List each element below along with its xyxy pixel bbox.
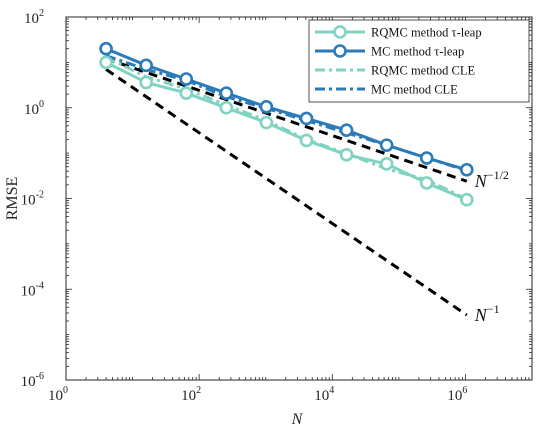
legend: RQMC method τ-leap MC method τ-leap RQMC m… — [308, 19, 530, 103]
series-1 — [99, 55, 474, 207]
x-tick-label: 100 — [48, 385, 68, 404]
data-point — [459, 162, 474, 177]
data-point — [339, 147, 354, 162]
data-point — [179, 72, 194, 86]
reference-line-label: N−1/2 — [474, 168, 509, 191]
data-point — [139, 58, 153, 73]
data-point — [219, 86, 234, 100]
legend-marker — [333, 25, 347, 39]
reference-lines: N−1/2 N−1 — [105, 57, 509, 325]
y-tick-label: 100 — [24, 99, 44, 118]
axes: 100 102 104 106 10-6 10-4 10-2 100 102 N RMSE — [4, 8, 533, 428]
data-point — [459, 192, 474, 207]
legend-label: MC method τ-leap — [371, 45, 464, 59]
data-point — [379, 157, 394, 171]
data-point — [419, 176, 434, 190]
legend-marker — [333, 44, 347, 58]
y-tick-label: 102 — [24, 8, 44, 27]
data-point — [379, 138, 394, 152]
reference-line — [105, 57, 468, 183]
x-tick-label: 106 — [447, 385, 467, 404]
x-tick-label: 104 — [314, 385, 334, 404]
legend-label: RQMC method CLE — [371, 64, 476, 78]
data-point — [339, 123, 354, 138]
data-point — [99, 41, 113, 56]
data-point — [219, 100, 234, 115]
y-tick-label: 10-6 — [21, 371, 44, 390]
reference-line — [105, 68, 468, 317]
x-axis-title: N — [291, 411, 304, 428]
data-point — [299, 133, 314, 148]
data-point — [99, 55, 113, 70]
series-layer — [99, 41, 474, 207]
y-tick-label: 10-2 — [21, 190, 44, 209]
data-point — [179, 86, 194, 100]
x-tick-label: 102 — [181, 385, 201, 404]
data-point — [259, 99, 274, 114]
reference-line-label: N−1 — [474, 302, 500, 325]
legend-label: RQMC method τ-leap — [371, 26, 482, 40]
data-point — [419, 151, 434, 165]
data-point — [259, 115, 274, 130]
y-tick-label: 10-4 — [21, 280, 44, 299]
legend-label: MC method CLE — [371, 83, 458, 97]
series-2 — [99, 41, 474, 177]
y-axis-title: RMSE — [4, 177, 21, 221]
series-line — [105, 61, 468, 202]
data-point — [139, 75, 153, 90]
series-line — [105, 47, 468, 172]
data-point — [299, 111, 314, 126]
